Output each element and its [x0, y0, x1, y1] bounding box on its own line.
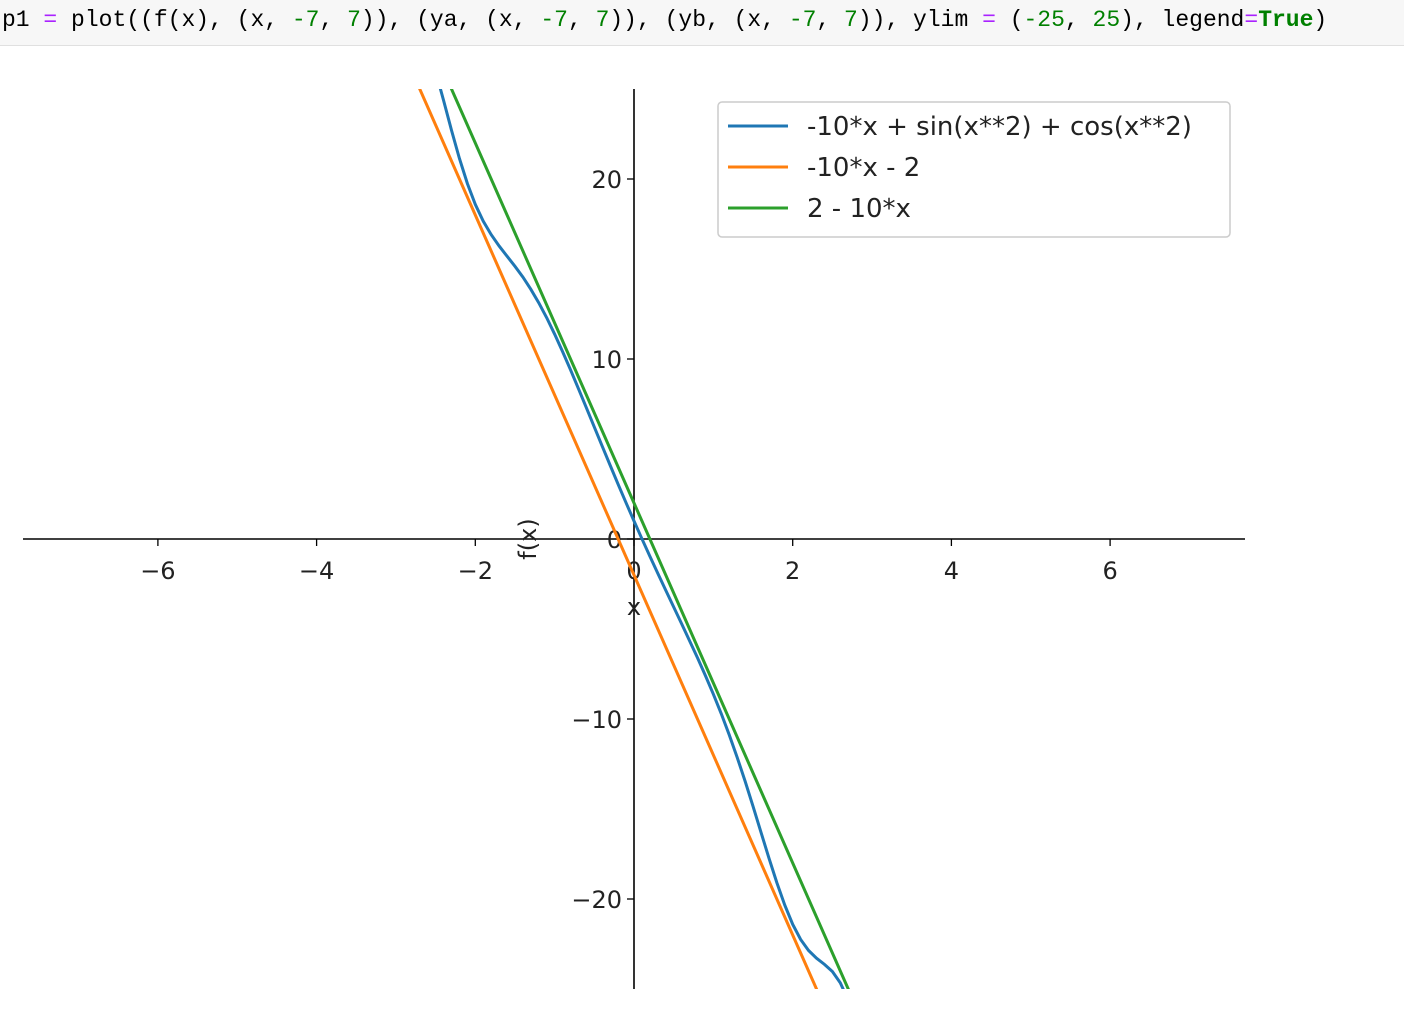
x-tick-label: −2	[458, 557, 493, 585]
code-token: -7	[788, 7, 817, 33]
code-token: ,	[567, 7, 596, 33]
code-token: )), (yb, (x,	[609, 7, 789, 33]
code-token: =	[1244, 7, 1259, 33]
series-line	[418, 89, 819, 989]
y-tick-label: −10	[571, 706, 622, 734]
x-tick-label: −6	[140, 557, 175, 585]
x-tick-label: 6	[1102, 557, 1117, 585]
x-axis-label: x	[627, 593, 641, 621]
code-token: -25	[1023, 7, 1065, 33]
y-axis-label: f(x)	[514, 518, 542, 559]
code-token: ,	[1064, 7, 1093, 33]
series-line	[438, 89, 845, 989]
code-token: )	[1313, 7, 1328, 33]
x-tick-label: 2	[785, 557, 800, 585]
code-token: (	[995, 7, 1024, 33]
code-token: ,	[816, 7, 845, 33]
code-token: True	[1258, 7, 1314, 33]
plot-area	[418, 89, 850, 989]
code-token: -7	[540, 7, 568, 33]
y-tick-label: −20	[571, 886, 622, 914]
x-tick-label: −4	[299, 557, 334, 585]
code-token: plot((f(x), (x,	[57, 7, 292, 33]
legend-label: 2 - 10*x	[807, 194, 911, 224]
y-tick-label: 20	[591, 166, 622, 194]
x-tick-label: 4	[944, 557, 959, 585]
code-cell: p1 = plot((f(x), (x, -7, 7)), (ya, (x, -…	[0, 0, 1404, 46]
code-token: =	[43, 7, 58, 33]
code-token: 7	[844, 7, 858, 33]
code-token: )), ylim	[857, 7, 983, 33]
legend-label: -10*x - 2	[807, 153, 920, 183]
y-tick-label: 0	[607, 526, 622, 554]
code-token: ,	[319, 7, 348, 33]
code-token: =	[982, 7, 996, 33]
legend-box	[717, 101, 1231, 238]
code-token: p1	[2, 7, 44, 33]
code-token: )), (ya, (x,	[360, 7, 541, 33]
series-line	[449, 89, 850, 989]
code-token: ), legend	[1120, 7, 1245, 33]
legend-label: -10*x + sin(x**2) + cos(x**2)	[807, 112, 1192, 142]
code-token: 7	[347, 7, 361, 33]
code-token: 7	[595, 7, 610, 33]
y-tick-label: 10	[591, 346, 622, 374]
code-token: -7	[291, 7, 320, 33]
code-token: 25	[1092, 7, 1121, 33]
